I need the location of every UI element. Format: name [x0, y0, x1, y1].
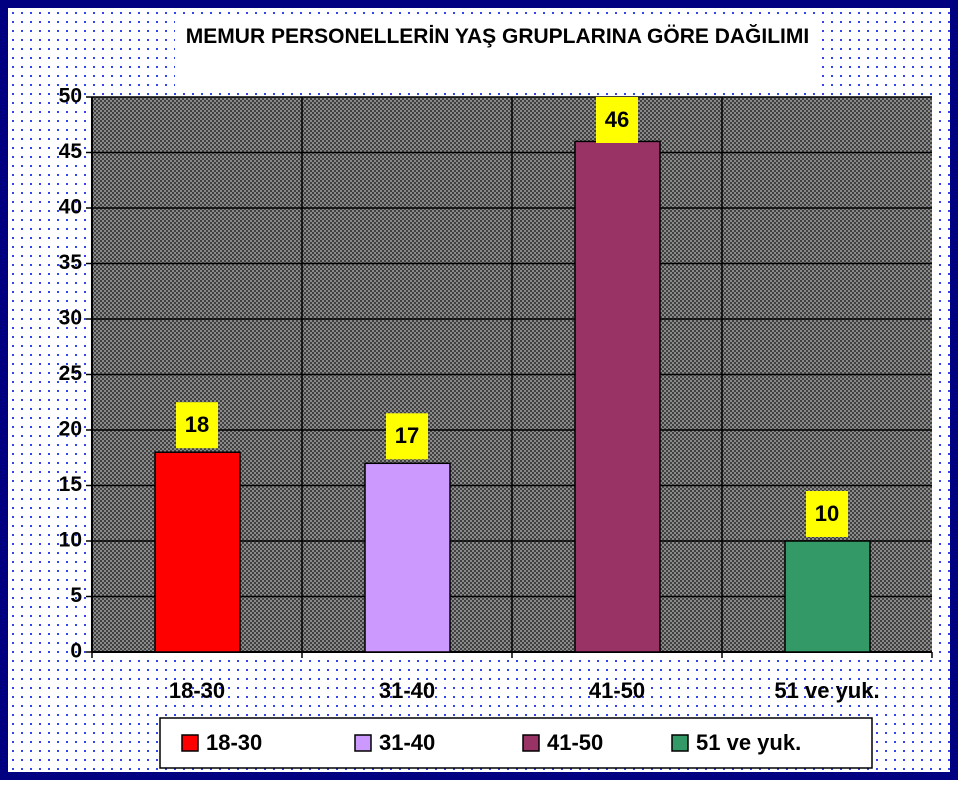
legend-swatch [181, 734, 199, 752]
y-tick-label: 20 [59, 418, 82, 441]
x-tick-label: 18-30 [169, 678, 225, 703]
y-tick-label: 35 [59, 251, 83, 274]
bar [574, 140, 661, 653]
bar [784, 540, 871, 653]
legend [159, 717, 873, 769]
legend-swatch [522, 734, 540, 752]
y-tick-label: 15 [59, 473, 83, 496]
y-tick-label: 30 [59, 307, 82, 330]
chart-title: MEMUR PERSONELLERİN YAŞ GRUPLARINA GÖRE … [175, 16, 820, 92]
y-tick-label: 5 [70, 584, 82, 607]
bar [154, 451, 241, 653]
y-tick-label: 25 [59, 362, 83, 385]
value-label: 46 [605, 107, 629, 132]
y-tick-label: 40 [59, 196, 82, 219]
y-tick-label: 50 [59, 85, 82, 108]
bar [364, 462, 451, 653]
x-tick-label: 31-40 [379, 678, 435, 703]
value-label-box [386, 413, 428, 460]
value-label: 18 [185, 412, 209, 437]
y-tick-label: 45 [59, 140, 83, 163]
y-tick-label: 0 [70, 640, 82, 663]
x-tick-label: 41-50 [589, 678, 645, 703]
legend-label: 31-40 [379, 730, 435, 755]
legend-label: 51 ve yuk. [696, 730, 801, 755]
value-label: 17 [395, 423, 419, 448]
value-label-box [176, 402, 218, 449]
x-tick-label: 51 ve yuk. [774, 678, 879, 703]
value-label-box [596, 97, 638, 143]
legend-label: 18-30 [206, 730, 262, 755]
legend-label: 41-50 [547, 730, 603, 755]
legend-swatch [671, 734, 689, 752]
value-label-box [806, 491, 848, 537]
value-label: 10 [815, 501, 839, 526]
y-tick-label: 10 [59, 529, 82, 552]
legend-swatch [354, 734, 372, 752]
